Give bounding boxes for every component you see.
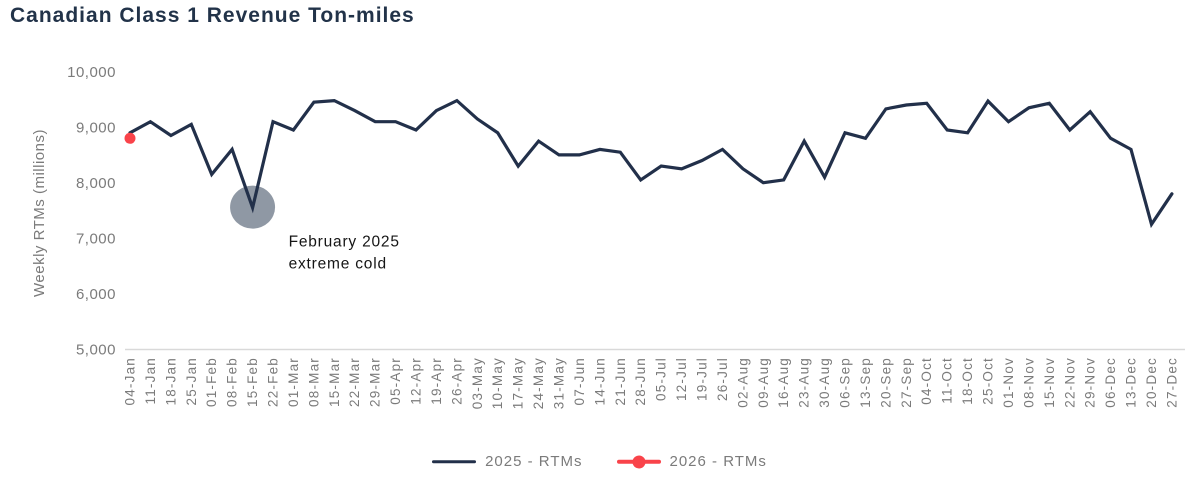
x-tick-label: 30-Aug [817, 357, 832, 408]
x-tick-label: 16-Aug [776, 357, 791, 408]
legend-swatch-2026 [616, 455, 661, 469]
legend-dot-2026-icon [632, 455, 645, 468]
x-tick-label: 13-Sep [858, 357, 873, 408]
x-tick-label: 18-Oct [960, 357, 975, 405]
y-tick-label: 5,000 [76, 341, 116, 358]
x-tick-label: 12-Jul [674, 357, 689, 401]
series-2026-marker [124, 132, 136, 144]
y-tick-label: 9,000 [76, 119, 116, 136]
legend-line-2025 [432, 459, 477, 464]
legend-item-2025: 2025 - RTMs [432, 453, 582, 470]
x-tick-label: 17-May [511, 357, 526, 409]
x-tick-label: 25-Oct [981, 357, 996, 405]
y-tick-label: 8,000 [76, 175, 116, 192]
x-tick-label: 13-Dec [1124, 357, 1139, 408]
x-tick-label: 02-Aug [735, 357, 750, 408]
x-tick-label: 28-Jun [633, 357, 648, 405]
x-tick-label: 11-Jan [143, 357, 158, 404]
x-tick-label: 27-Dec [1164, 357, 1179, 408]
x-tick-label: 03-May [470, 357, 485, 409]
x-tick-label: 31-May [552, 357, 567, 409]
y-tick-label: 6,000 [76, 286, 116, 303]
x-tick-label: 26-Apr [449, 357, 464, 405]
x-tick-label: 27-Sep [899, 357, 914, 408]
x-tick-label: 20-Dec [1144, 357, 1159, 408]
x-tick-label: 07-Jun [572, 357, 587, 405]
x-tick-label: 09-Aug [756, 357, 771, 408]
annotation-text-line1: February 2025 [289, 234, 400, 251]
x-tick-label: 14-Jun [592, 357, 607, 405]
x-tick-label: 11-Oct [940, 357, 955, 404]
y-tick-label: 10,000 [67, 64, 116, 81]
chart-title: Canadian Class 1 Revenue Ton-miles [10, 4, 415, 27]
x-tick-label: 19-Jul [695, 357, 710, 401]
legend-item-2026: 2026 - RTMs [616, 453, 767, 470]
x-tick-label: 15-Nov [1042, 357, 1057, 408]
x-tick-label: 01-Mar [286, 357, 301, 407]
x-tick-label: 25-Jan [184, 357, 199, 405]
x-tick-label: 01-Nov [1001, 357, 1016, 408]
x-tick-label: 12-Apr [409, 357, 424, 405]
x-tick-label: 10-May [490, 357, 505, 409]
x-tick-label: 20-Sep [878, 357, 893, 408]
x-tick-label: 23-Aug [797, 357, 812, 408]
x-tick-label: 29-Mar [368, 357, 383, 407]
x-tick-label: 29-Nov [1083, 357, 1098, 408]
y-tick-label: 7,000 [76, 230, 116, 247]
x-tick-label: 06-Dec [1103, 357, 1118, 408]
x-tick-label: 08-Nov [1021, 357, 1036, 408]
legend-label-2025: 2025 - RTMs [485, 453, 583, 470]
x-tick-label: 08-Mar [306, 357, 321, 407]
x-tick-label: 19-Apr [429, 357, 444, 405]
x-tick-label: 01-Feb [204, 357, 219, 407]
legend-swatch-2025 [432, 455, 477, 469]
legend: 2025 - RTMs 2026 - RTMs [0, 453, 1199, 470]
x-tick-label: 22-Mar [347, 357, 362, 407]
x-tick-label: 15-Feb [245, 357, 260, 407]
x-tick-label: 18-Jan [163, 357, 178, 405]
x-tick-label: 06-Sep [838, 357, 853, 408]
legend-label-2026: 2026 - RTMs [669, 453, 767, 470]
x-tick-label: 15-Mar [327, 357, 342, 407]
x-tick-label: 04-Jan [123, 357, 138, 405]
x-tick-label: 05-Jul [654, 357, 669, 401]
x-tick-label: 08-Feb [225, 357, 240, 407]
x-tick-label: 21-Jun [613, 357, 628, 405]
x-tick-label: 26-Jul [715, 357, 730, 401]
x-tick-label: 22-Feb [266, 357, 281, 407]
x-tick-label: 22-Nov [1062, 357, 1077, 408]
series-2025-line [128, 98, 1174, 229]
y-axis-title: Weekly RTMs (millions) [31, 129, 48, 297]
x-tick-label: 05-Apr [388, 357, 403, 405]
annotation-text-line2: extreme cold [289, 256, 387, 273]
x-tick-label: 04-Oct [919, 357, 934, 405]
x-tick-label: 24-May [531, 357, 546, 409]
